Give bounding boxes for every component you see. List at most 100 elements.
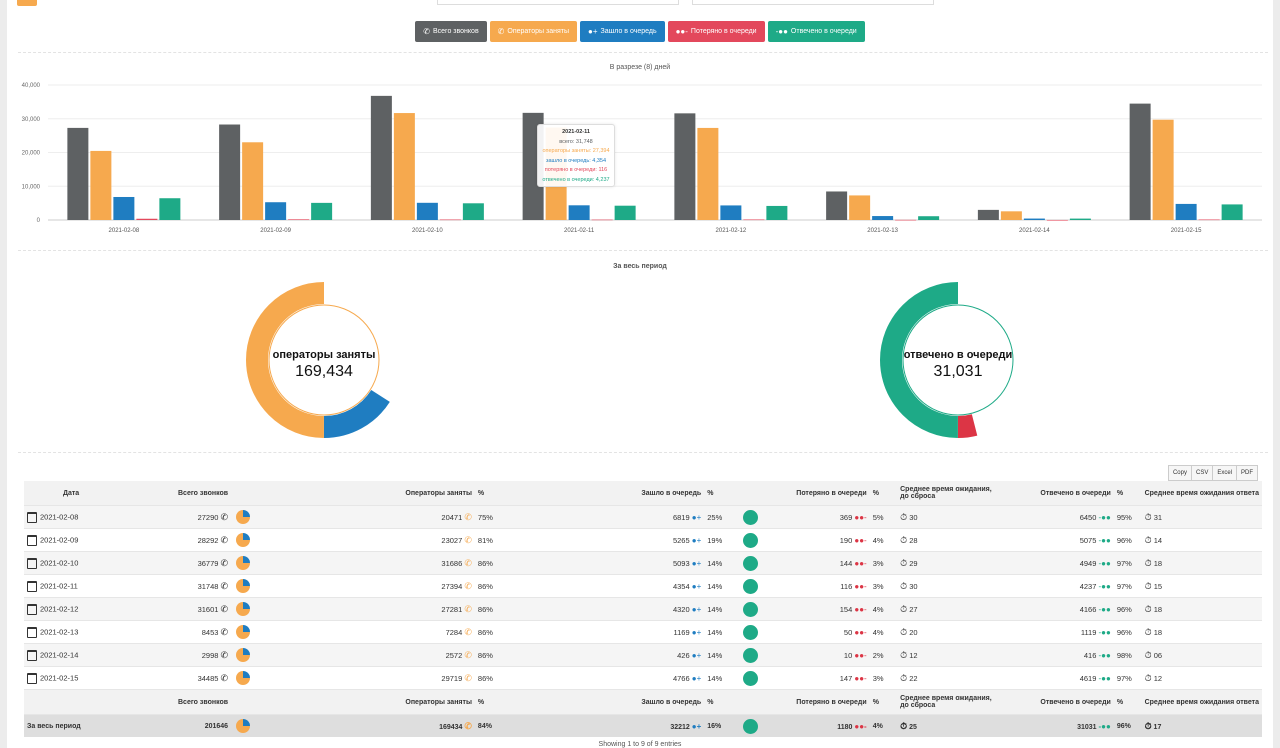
bar[interactable] xyxy=(674,113,696,220)
pdf-button[interactable]: PDF xyxy=(1236,465,1258,481)
bar[interactable] xyxy=(1000,211,1022,220)
bar[interactable] xyxy=(697,127,719,220)
users-minus-icon: ●●- xyxy=(854,721,867,731)
bar[interactable] xyxy=(1221,204,1243,220)
col-answered[interactable]: Отвечено в очереди xyxy=(999,481,1114,506)
bar[interactable] xyxy=(614,205,636,220)
bar[interactable] xyxy=(1129,103,1151,220)
stopwatch-icon: ⏱ xyxy=(1144,511,1152,522)
col-wait-answer[interactable]: Среднее время ожидания ответа xyxy=(1141,481,1262,506)
footer-col-total: Всего звонков xyxy=(118,689,232,715)
bar[interactable] xyxy=(1046,219,1068,221)
bar[interactable] xyxy=(1175,203,1197,220)
bar[interactable] xyxy=(895,219,917,221)
bar[interactable] xyxy=(1152,119,1174,220)
date-from-input[interactable] xyxy=(437,0,679,5)
col-queued[interactable]: Зашло в очередь xyxy=(502,481,705,506)
bar[interactable] xyxy=(288,219,310,220)
users-check-icon: -●● xyxy=(1098,604,1111,614)
donut-slice-main[interactable] xyxy=(880,282,1036,438)
bar[interactable] xyxy=(849,195,871,220)
bar[interactable] xyxy=(159,198,181,220)
legend-toggle-1[interactable]: ✆ Операторы заняты xyxy=(489,21,578,42)
bar[interactable] xyxy=(311,202,333,220)
y-tick-label: 10,000 xyxy=(22,184,41,190)
table-info: Showing 1 to 9 of 9 entries xyxy=(598,741,682,748)
donut-slice-other[interactable] xyxy=(246,282,402,438)
footer-col-answered-pct: % xyxy=(1113,689,1142,715)
users-check-icon: -●● xyxy=(1098,581,1111,591)
csv-button[interactable]: CSV xyxy=(1190,465,1214,481)
bar[interactable] xyxy=(977,209,999,220)
bar[interactable] xyxy=(219,124,241,220)
tooltip-line: зашло в очередь: 4,354 xyxy=(545,157,607,164)
bar[interactable] xyxy=(393,113,415,220)
legend-toggle-0[interactable]: ✆ Всего звонков xyxy=(415,21,487,42)
summary-busy-pct: 84% xyxy=(474,714,503,737)
col-lost-pct[interactable]: % xyxy=(869,481,898,506)
legend-toggle-4[interactable]: -●● Отвечено в очереди xyxy=(767,21,865,42)
stopwatch-icon: ⏱ xyxy=(1144,626,1152,637)
col-total[interactable]: Всего звонков xyxy=(118,481,232,506)
bar[interactable] xyxy=(136,218,158,220)
bar[interactable] xyxy=(743,219,765,221)
cell-total: 31601 xyxy=(197,604,219,614)
col-answered-pct[interactable]: % xyxy=(1113,481,1142,506)
bar[interactable] xyxy=(568,205,590,220)
status-dot-icon xyxy=(742,670,758,686)
summary-lost: 1180 xyxy=(837,723,853,731)
bar[interactable] xyxy=(462,203,484,220)
y-tick-label: 0 xyxy=(37,218,41,224)
cell-busy-pct: 81% xyxy=(474,528,503,552)
phone-busy-icon: ✆ xyxy=(464,603,472,614)
bar[interactable] xyxy=(872,216,894,220)
cell-date: 2021-02-08 xyxy=(40,511,79,521)
col-wait-lost[interactable]: Среднее время ожидания, до сброса xyxy=(897,481,1000,506)
user-plus-icon: ●+ xyxy=(691,650,702,660)
col-queued-pct[interactable]: % xyxy=(704,481,738,506)
col-busy-pct[interactable]: % xyxy=(474,481,503,506)
cell-lost-pct: 4% xyxy=(869,597,898,621)
donut-inner-ring xyxy=(902,304,1014,416)
col-busy[interactable]: Операторы заняты xyxy=(254,481,475,506)
bar[interactable] xyxy=(591,219,613,221)
bar[interactable] xyxy=(416,202,438,220)
bar[interactable] xyxy=(720,205,742,220)
menu-button[interactable] xyxy=(17,0,37,6)
copy-button[interactable]: Copy xyxy=(1167,465,1192,481)
bar[interactable] xyxy=(113,196,135,220)
excel-button[interactable]: Excel xyxy=(1212,465,1237,481)
date-to-input[interactable] xyxy=(692,0,934,5)
cell-date: 2021-02-14 xyxy=(40,649,79,659)
cell-wait-lost: 30 xyxy=(909,581,918,591)
cell-total: 34485 xyxy=(197,673,219,683)
cell-queued: 5265 xyxy=(672,535,690,545)
bar[interactable] xyxy=(1023,218,1045,220)
legend-toggle-2[interactable]: ●+ Зашло в очередь xyxy=(580,21,665,42)
bar[interactable] xyxy=(370,95,392,220)
bar[interactable] xyxy=(242,142,264,220)
summary-row: За весь период 201646 169434 ✆ 84% 32212… xyxy=(24,714,1262,737)
bar[interactable] xyxy=(90,150,112,220)
donut-slice-other[interactable] xyxy=(880,282,1036,438)
cell-lost: 144 xyxy=(839,558,853,568)
donut-slice-main[interactable] xyxy=(246,282,402,438)
bar[interactable] xyxy=(1198,219,1220,221)
bar[interactable] xyxy=(67,127,89,220)
cell-queued-pct: 14% xyxy=(704,620,738,644)
bar[interactable] xyxy=(439,219,461,221)
bar[interactable] xyxy=(766,205,788,220)
cell-busy: 23027 xyxy=(441,535,463,545)
col-date[interactable]: Дата xyxy=(24,481,119,506)
bar[interactable] xyxy=(1069,218,1091,220)
stopwatch-icon: ⏱ xyxy=(1144,557,1152,568)
bar[interactable] xyxy=(826,191,848,220)
bar[interactable] xyxy=(265,202,287,220)
stopwatch-icon: ⏱ xyxy=(1144,672,1152,683)
col-lost[interactable]: Потеряно в очереди xyxy=(763,481,870,506)
y-tick-label: 40,000 xyxy=(22,83,41,89)
legend-toggle-3[interactable]: ●●- Потеряно в очереди xyxy=(667,21,765,42)
summary-total: 201646 xyxy=(118,714,232,737)
x-tick-label: 2021-02-11 xyxy=(564,228,595,234)
bar[interactable] xyxy=(918,216,940,220)
